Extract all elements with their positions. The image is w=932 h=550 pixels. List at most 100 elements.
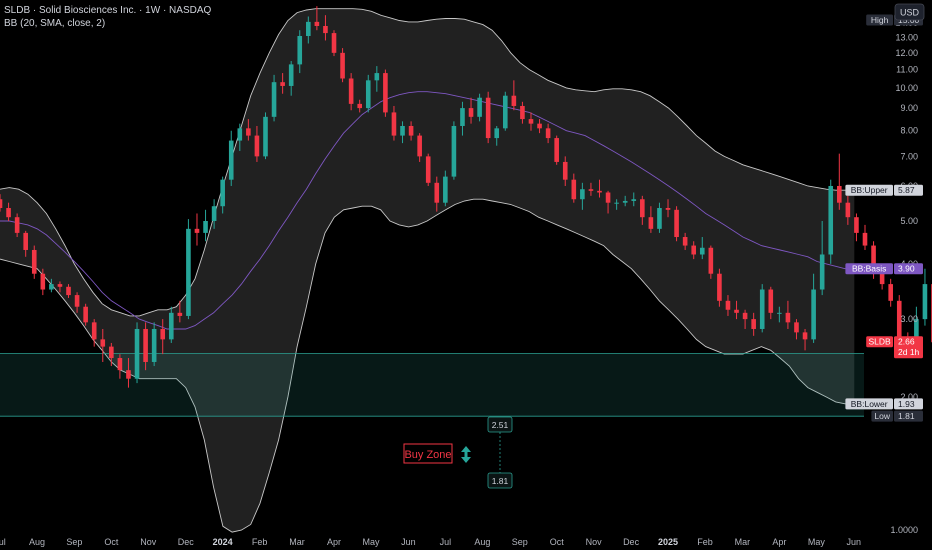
price-tag-value-bg	[894, 410, 923, 422]
bb-lower-line	[0, 198, 855, 533]
candle-body	[357, 103, 363, 109]
candle-body	[323, 25, 328, 34]
candle-body	[314, 21, 320, 26]
y-tick-label: 13.00	[895, 32, 918, 42]
y-tick-label: 8.00	[900, 126, 918, 136]
y-tick-label: 2.00	[900, 392, 918, 402]
candle-body	[186, 228, 191, 316]
candle-body	[134, 328, 140, 379]
candle-body	[374, 73, 380, 81]
candle-body	[631, 199, 637, 201]
measure-lower-text: 1.81	[492, 476, 509, 486]
candle-body	[571, 179, 577, 200]
candle-body	[83, 306, 88, 323]
candle-body	[451, 125, 457, 177]
candle-body	[434, 182, 440, 203]
x-tick-label: Apr	[327, 537, 341, 547]
candle-body	[751, 319, 756, 329]
candle-body	[246, 128, 251, 136]
price-tag-countdown: 2d 1h	[898, 347, 920, 357]
price-tag-label: High	[871, 15, 889, 25]
candle-body	[31, 249, 37, 274]
candle-body	[708, 247, 714, 274]
candle-body	[348, 78, 354, 104]
price-tag-label: Low	[874, 411, 890, 421]
bb-basis-line	[0, 91, 855, 330]
candle-body	[648, 217, 654, 229]
x-tick-label: Feb	[252, 537, 268, 547]
x-tick-label: Nov	[586, 537, 603, 547]
candle-body	[545, 128, 551, 139]
x-tick-label: Oct	[104, 537, 119, 547]
candle-body	[614, 202, 619, 204]
candle-body	[511, 95, 517, 106]
buy-zone-label: Buy Zone	[403, 443, 453, 464]
x-tick-label: Jul	[0, 537, 6, 547]
x-tick-label: Nov	[140, 537, 157, 547]
currency-label: USD	[900, 8, 920, 18]
x-tick-label: Aug	[474, 537, 490, 547]
candle-body	[271, 82, 277, 117]
candle-body	[682, 237, 688, 246]
x-tick-label: 2025	[658, 537, 678, 547]
measure-lower-label: 1.81	[487, 472, 513, 489]
candle-body	[443, 176, 448, 203]
candle-body	[297, 35, 303, 65]
price-tag-label-bg	[866, 336, 893, 348]
candle-body	[888, 284, 893, 301]
candle-body	[391, 112, 397, 136]
y-tick-label: 11.00	[896, 65, 918, 75]
x-axis: Jul Aug Sep Oct Nov Dec 2024 Feb Mar Apr May Jun Jul…	[0, 537, 861, 547]
y-tick-label: 12.00	[895, 48, 918, 58]
candle-body	[485, 97, 491, 139]
candle-body	[91, 322, 97, 340]
candle-body	[109, 346, 114, 359]
candle-body	[725, 300, 731, 310]
candle-body	[811, 289, 816, 340]
candle-body	[340, 52, 345, 79]
price-tag-value-bg	[894, 263, 923, 275]
candle-body	[57, 284, 63, 287]
candle-body	[879, 273, 885, 285]
candle-body	[777, 312, 782, 314]
y-tick-label: 1.0000	[890, 525, 918, 535]
x-tick-label: Sep	[66, 537, 82, 547]
candle-body	[288, 64, 294, 86]
price-tag-value-bg	[894, 398, 923, 410]
price-tag-value-bg	[894, 336, 923, 359]
x-tick-label: Dec	[178, 537, 195, 547]
candle-body	[502, 95, 508, 129]
price-tag-label-bg	[866, 14, 893, 26]
candle-body	[254, 135, 260, 157]
candle-body	[6, 208, 11, 218]
buy-zone-text: Buy Zone	[404, 449, 451, 461]
x-tick-label: Feb	[697, 537, 713, 547]
currency-button[interactable]: USD	[894, 3, 925, 21]
x-tick-label: May	[808, 537, 826, 547]
candle-body	[819, 254, 825, 290]
candle-body	[400, 125, 405, 136]
y-tick-label: 9.00	[900, 103, 918, 113]
price-tag-label: SLDB	[868, 337, 891, 347]
x-tick-label: Apr	[772, 537, 786, 547]
x-tick-label: Dec	[623, 537, 640, 547]
candle-body	[691, 245, 697, 255]
candle-body	[151, 328, 157, 362]
candle-body	[640, 199, 645, 218]
candle-body	[554, 138, 559, 162]
candle-body	[674, 209, 679, 238]
price-tag-value: 1.81	[898, 411, 915, 421]
candle-body	[177, 312, 183, 316]
candle-body	[657, 208, 662, 229]
candle-body	[0, 199, 3, 209]
candle-body	[220, 179, 225, 207]
buy-zone-rect	[0, 353, 864, 417]
candle-body	[23, 232, 28, 250]
candle-body	[160, 328, 166, 340]
candle-body	[828, 185, 834, 255]
price-tag-value: 1.93	[898, 399, 915, 409]
candle-body	[49, 284, 54, 290]
candle-body	[468, 108, 474, 117]
price-tags: High15.00BB:Upper5.87BB:Basis3.90SLDB2.6…	[845, 14, 923, 422]
